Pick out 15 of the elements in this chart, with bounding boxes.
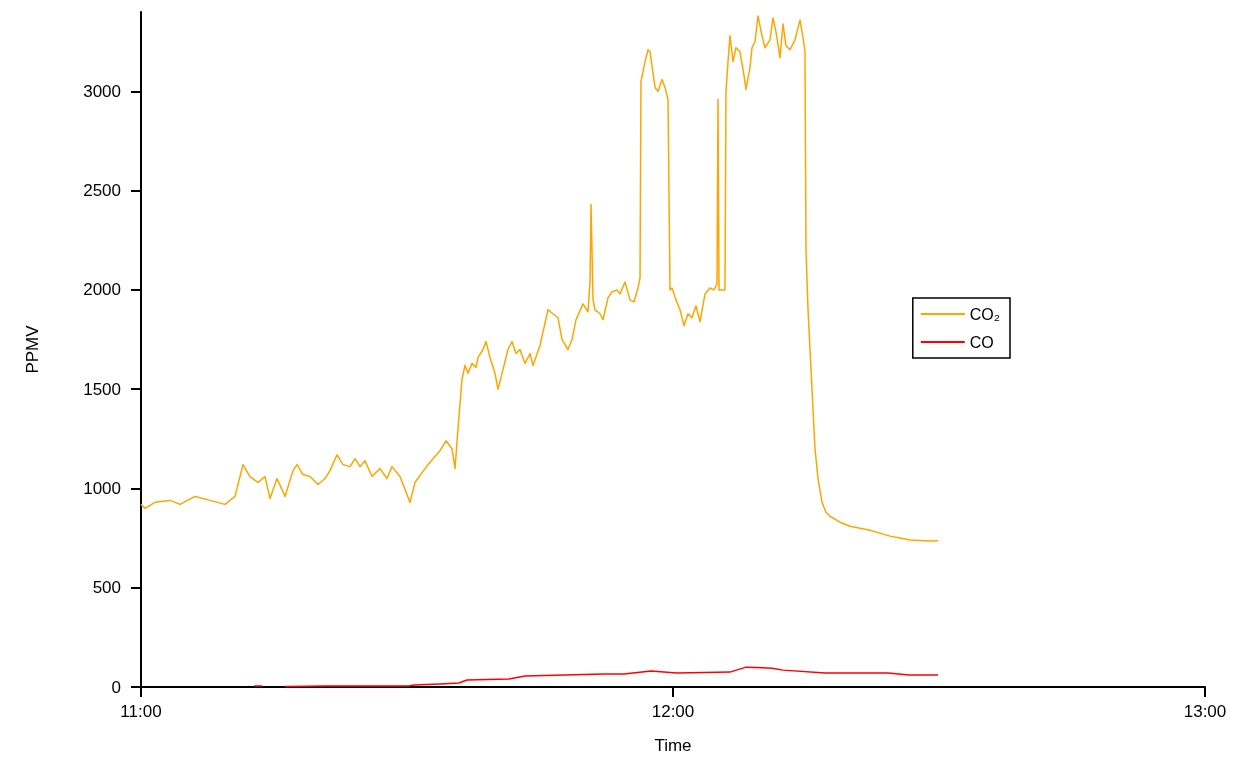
legend-label: CO₂ [969, 305, 1001, 323]
x-tick-label: 12:00 [651, 702, 695, 721]
x-axis-title: Time [654, 736, 692, 755]
y-tick-label: 500 [92, 578, 121, 598]
y-tick-label: 0 [111, 677, 121, 697]
y-tick-label: 2000 [83, 280, 121, 300]
y-tick-label: 1000 [83, 478, 121, 498]
line-series [140, 15, 939, 542]
x-tick-label: 13:00 [1183, 702, 1227, 721]
y-tick-label: 3000 [83, 81, 121, 101]
x-tick-label: 11:00 [120, 702, 162, 721]
legend-label: CO [969, 333, 994, 351]
y-tick-label: 2500 [83, 181, 121, 201]
y-axis-title: PPMV [23, 324, 42, 374]
y-tick-label: 1500 [83, 379, 121, 399]
